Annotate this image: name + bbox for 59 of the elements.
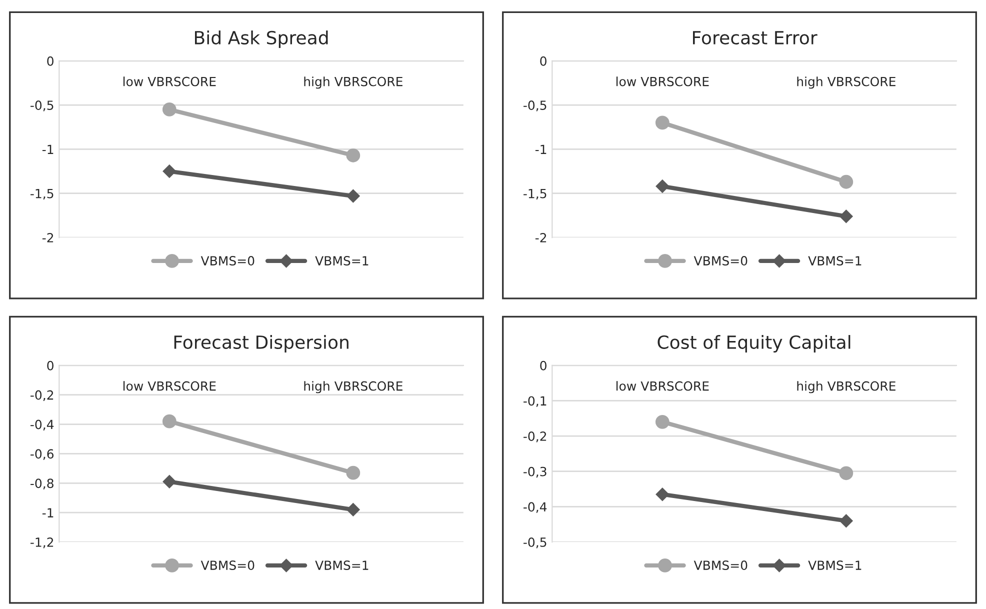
y-tick-label: -1,5 [30,188,54,200]
chart-title: Forecast Error [693,31,818,44]
x-tick-label: high VBRSCORE [304,381,402,394]
x-tick-label: high VBRSCORE [304,76,402,89]
y-tick-label: -2 [535,232,546,242]
y-tick-label: -0,2 [524,432,546,442]
point [162,164,176,178]
y-tick-label: -0,2 [30,390,54,402]
point [839,174,854,189]
point [656,180,669,193]
legend-label: VBMS=0 [694,256,748,266]
y-tick-label: -1 [535,144,546,154]
y-tick-label: 0 [47,360,54,370]
legend-label: VBMS=1 [808,560,862,570]
y-tick-label: -0,5 [30,100,54,112]
y-tick-label: -1,5 [524,188,546,200]
y-tick-label: -0,5 [524,537,546,548]
point [840,210,853,223]
legend-label: VBMS=0 [200,560,254,570]
point [839,466,854,480]
point [655,116,670,130]
point [162,414,176,428]
x-tick-label: high VBRSCORE [797,381,896,394]
x-tick-label: low VBRSCORE [123,76,216,86]
point [346,148,360,162]
y-tick-label: -0,6 [30,449,54,460]
y-tick-label: -0,1 [524,396,546,407]
y-tick-label: -0,3 [524,466,546,478]
y-tick-label: -0,4 [30,420,54,430]
legend-label: VBMS=1 [315,256,368,266]
x-tick-label: low VBRSCORE [616,76,709,86]
chart-title: Cost of Equity Capital [658,335,850,352]
y-tick-label: -1,2 [30,537,54,548]
point [346,189,360,203]
point [656,488,669,501]
chart-title: Bid Ask Spread [194,30,328,48]
chart-title: Forecast Dispersion [174,335,348,352]
y-tick-label: 0 [540,360,546,370]
point [346,466,360,480]
y-tick-label: 0 [47,56,54,66]
legend-label: VBMS=1 [808,256,862,266]
legend-label: VBMS=1 [315,560,368,570]
point [162,475,176,488]
x-tick-label: high VBRSCORE [797,76,896,89]
y-tick-label: -0,4 [524,502,547,513]
y-tick-label: -2 [42,232,54,242]
legend-label: VBMS=0 [200,256,254,266]
point [655,414,670,429]
point [346,503,360,516]
y-tick-label: -1 [42,144,54,154]
x-tick-label: low VBRSCORE [123,381,216,391]
legend-label: VBMS=0 [694,560,748,570]
point [162,102,176,116]
point [840,514,853,528]
y-tick-label: -1 [42,508,54,518]
y-tick-label: -0,5 [524,100,546,112]
x-tick-label: low VBRSCORE [616,381,709,391]
y-tick-label: 0 [540,56,546,66]
y-tick-label: -0,8 [30,478,54,490]
